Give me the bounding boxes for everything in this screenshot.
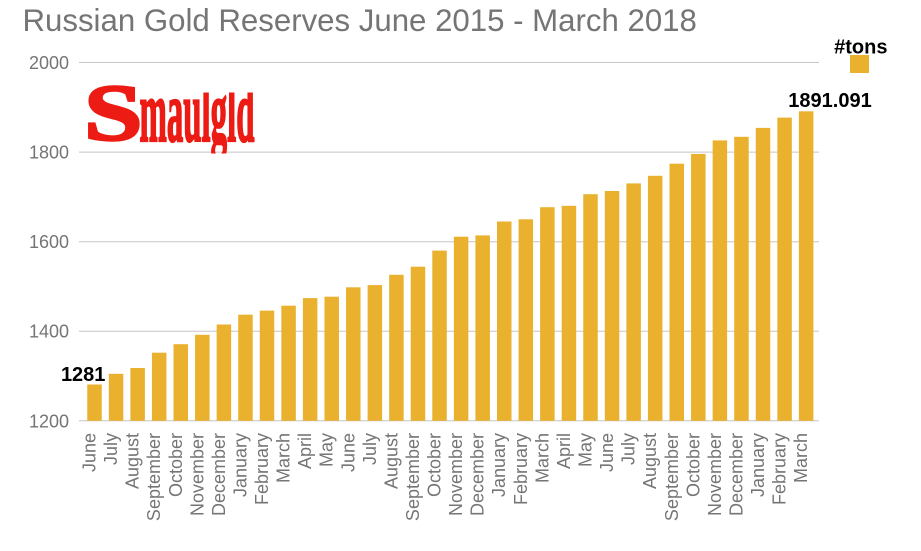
svg-text:February: February (770, 433, 790, 505)
svg-text:1891.091: 1891.091 (788, 90, 871, 112)
svg-text:January: January (489, 433, 509, 497)
svg-text:Russian Gold Reserves June 201: Russian Gold Reserves June 2015 - March … (23, 3, 697, 38)
svg-text:January: January (748, 433, 768, 497)
svg-text:1200: 1200 (29, 411, 69, 431)
svg-text:November: November (705, 433, 725, 516)
svg-text:April: April (295, 433, 315, 469)
svg-text:September: September (144, 433, 164, 521)
svg-text:October: October (166, 433, 186, 497)
svg-text:September: September (662, 433, 682, 521)
svg-text:March: March (532, 433, 552, 483)
svg-text:March: March (791, 433, 811, 483)
svg-text:July: July (101, 433, 121, 465)
svg-text:June: June (338, 433, 358, 472)
svg-text:1281: 1281 (61, 364, 106, 386)
svg-text:February: February (252, 433, 272, 505)
svg-text:September: September (403, 433, 423, 521)
svg-text:2000: 2000 (29, 53, 69, 73)
svg-text:1600: 1600 (29, 232, 69, 252)
svg-text:December: December (209, 433, 229, 516)
svg-text:October: October (683, 433, 703, 497)
svg-text:May: May (576, 433, 596, 467)
svg-text:December: December (468, 433, 488, 516)
svg-text:February: February (511, 433, 531, 505)
svg-text:June: June (597, 433, 617, 472)
svg-text:July: July (360, 433, 380, 465)
svg-text:November: November (187, 433, 207, 516)
svg-text:August: August (381, 433, 401, 489)
svg-text:S: S (84, 68, 143, 158)
svg-text:August: August (123, 433, 143, 489)
svg-text:1800: 1800 (29, 143, 69, 163)
svg-text:December: December (726, 433, 746, 516)
svg-text:April: April (554, 433, 574, 469)
svg-text:October: October (425, 433, 445, 497)
svg-text:May: May (317, 433, 337, 467)
svg-text:March: March (274, 433, 294, 483)
svg-text:maulgld: maulgld (140, 64, 255, 161)
svg-text:#tons: #tons (834, 37, 887, 59)
svg-text:November: November (446, 433, 466, 516)
svg-text:June: June (80, 433, 100, 472)
svg-text:January: January (230, 433, 250, 497)
svg-text:August: August (640, 433, 660, 489)
svg-text:1400: 1400 (29, 322, 69, 342)
svg-text:July: July (619, 433, 639, 465)
